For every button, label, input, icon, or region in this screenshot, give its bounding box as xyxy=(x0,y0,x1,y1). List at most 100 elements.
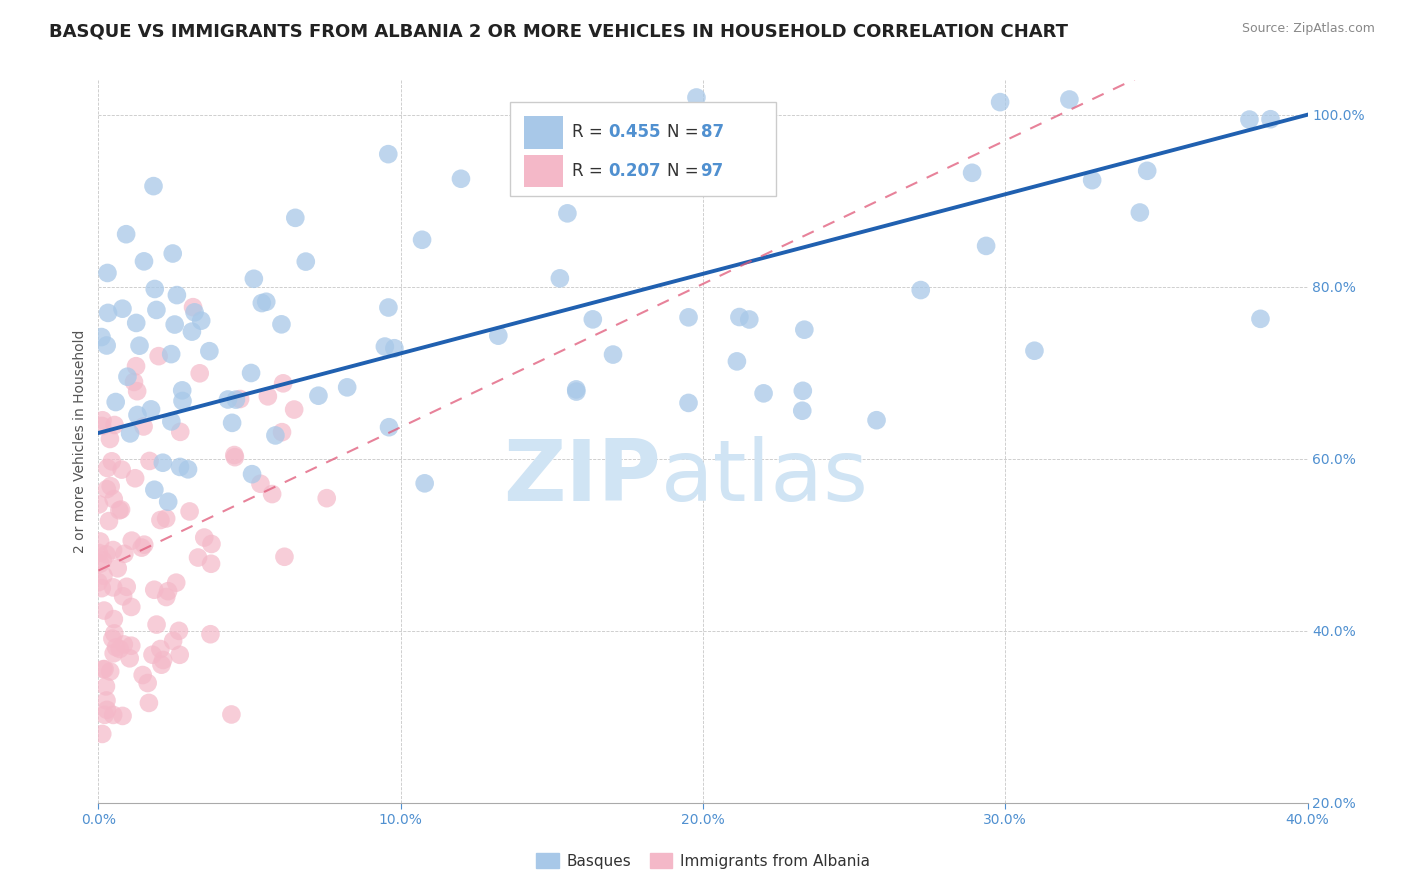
Point xyxy=(93,707,115,722)
Point xyxy=(89,534,111,549)
Point xyxy=(103,417,125,432)
Point xyxy=(450,171,472,186)
Point xyxy=(143,483,166,497)
Point xyxy=(725,354,748,368)
Point xyxy=(155,590,177,604)
Point xyxy=(1136,164,1159,178)
Point xyxy=(582,312,605,326)
Point xyxy=(217,392,239,407)
Point xyxy=(382,341,405,355)
Point xyxy=(103,491,125,506)
Point xyxy=(557,206,579,220)
Point xyxy=(138,454,160,468)
Point xyxy=(273,549,295,564)
Point xyxy=(143,282,166,296)
Point xyxy=(284,211,307,225)
Point xyxy=(148,349,170,363)
Point xyxy=(110,502,132,516)
Point xyxy=(96,547,118,561)
Point xyxy=(974,239,997,253)
Text: ZIP: ZIP xyxy=(503,436,661,519)
Point xyxy=(198,344,221,359)
Point xyxy=(127,408,149,422)
Point xyxy=(738,312,761,326)
Point xyxy=(865,413,887,427)
Point xyxy=(166,288,188,302)
Point xyxy=(678,396,700,410)
Point xyxy=(132,254,155,268)
Point xyxy=(1024,343,1046,358)
Point xyxy=(93,604,115,618)
Point xyxy=(141,648,163,662)
Point xyxy=(108,642,131,657)
Point xyxy=(413,476,436,491)
Point xyxy=(122,375,145,389)
Text: 97: 97 xyxy=(700,161,724,179)
Point xyxy=(728,310,751,324)
Point xyxy=(118,651,141,665)
Point xyxy=(792,384,814,398)
Point xyxy=(152,653,174,667)
Point xyxy=(294,254,316,268)
Point xyxy=(200,537,222,551)
Point xyxy=(111,709,134,723)
Point xyxy=(125,316,148,330)
Point xyxy=(134,538,156,552)
Point xyxy=(103,646,125,660)
Point xyxy=(565,384,588,399)
Point xyxy=(93,568,115,582)
Point xyxy=(120,599,142,614)
Point xyxy=(162,633,184,648)
Point xyxy=(257,389,280,403)
Point xyxy=(1249,311,1271,326)
Point xyxy=(111,462,134,476)
Point xyxy=(548,271,571,285)
Point xyxy=(93,662,115,676)
Point xyxy=(240,366,263,380)
Point xyxy=(377,147,399,161)
Point xyxy=(264,428,287,442)
Point xyxy=(793,323,815,337)
Point xyxy=(104,395,127,409)
Point xyxy=(101,543,124,558)
Point xyxy=(270,318,292,332)
Point xyxy=(689,129,711,144)
Point xyxy=(165,575,187,590)
Point xyxy=(131,668,153,682)
Point xyxy=(200,627,222,641)
Point xyxy=(200,557,222,571)
Point xyxy=(87,575,110,590)
Point xyxy=(336,380,359,394)
Point xyxy=(271,425,294,439)
Point xyxy=(149,513,172,527)
Point xyxy=(181,325,204,339)
Text: atlas: atlas xyxy=(661,436,869,519)
Point xyxy=(181,300,204,314)
Text: BASQUE VS IMMIGRANTS FROM ALBANIA 2 OR MORE VEHICLES IN HOUSEHOLD CORRELATION CH: BASQUE VS IMMIGRANTS FROM ALBANIA 2 OR M… xyxy=(49,22,1069,40)
Point xyxy=(225,392,247,407)
Point xyxy=(160,414,183,428)
Point xyxy=(89,557,111,571)
Y-axis label: 2 or more Vehicles in Household: 2 or more Vehicles in Household xyxy=(73,330,87,553)
Point xyxy=(177,462,200,476)
Point xyxy=(249,476,271,491)
Point xyxy=(229,392,252,406)
Point xyxy=(988,95,1011,109)
Point xyxy=(713,171,735,186)
Text: N =: N = xyxy=(666,161,703,179)
Point xyxy=(101,632,124,646)
Point xyxy=(132,419,155,434)
Point xyxy=(87,546,110,560)
Point xyxy=(96,703,118,717)
Point xyxy=(262,487,284,501)
Point xyxy=(149,642,172,657)
Text: R =: R = xyxy=(572,161,609,179)
Point xyxy=(107,561,129,575)
Point xyxy=(169,648,191,662)
Point xyxy=(187,550,209,565)
Point xyxy=(121,533,143,548)
Text: R =: R = xyxy=(572,123,609,141)
Point xyxy=(307,389,329,403)
Point xyxy=(374,340,396,354)
Point xyxy=(120,426,142,441)
